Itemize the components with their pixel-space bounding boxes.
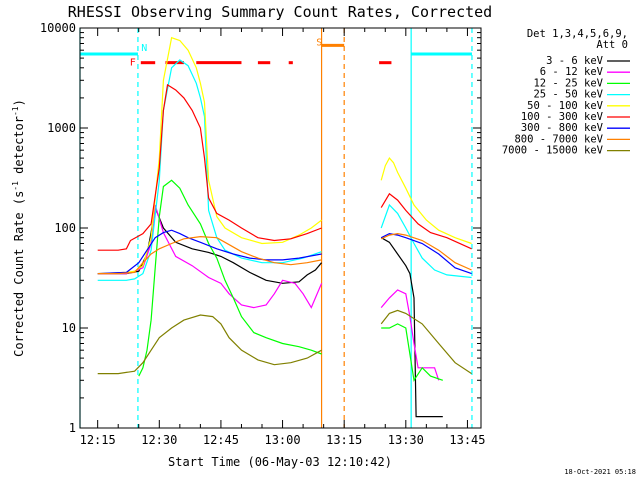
- flag-label-s: S: [316, 37, 322, 48]
- timestamp: 18-Oct-2021 05:18: [564, 468, 636, 476]
- x-tick-label-6: 13:45: [449, 433, 485, 447]
- x-tick-label-3: 13:00: [264, 433, 300, 447]
- x-tick-label-4: 13:15: [326, 433, 362, 447]
- y-axis-label: Corrected Count Rate (s-1 detector-1): [11, 99, 26, 357]
- legend-label-8: 7000 - 15000 keV: [502, 145, 604, 157]
- legend-label-7: 800 - 7000 keV: [514, 133, 603, 145]
- flag-label-n: N: [141, 43, 147, 54]
- legend-label-0: 3 - 6 keV: [546, 55, 604, 67]
- y-tick-label-0: 1: [69, 421, 76, 435]
- series-line-5: [97, 83, 472, 251]
- legend-label-2: 12 - 25 keV: [533, 77, 603, 89]
- chart-title: RHESSI Observing Summary Count Rates, Co…: [68, 3, 492, 21]
- x-tick-label-5: 13:30: [388, 433, 424, 447]
- legend-label-4: 50 - 100 keV: [527, 100, 604, 112]
- series-line-3: [97, 59, 472, 281]
- series-line-2: [138, 179, 443, 382]
- legend-header-1: Att 0: [596, 39, 628, 51]
- x-tick-label-1: 12:30: [141, 433, 177, 447]
- y-tick-label-4: 10000: [40, 21, 76, 35]
- series-line-8: [97, 309, 472, 375]
- y-tick-label-3: 1000: [47, 121, 76, 135]
- series-line-1: [97, 204, 440, 381]
- legend-header-0: Det 1,3,4,5,6,9,: [527, 28, 628, 40]
- x-tick-label-0: 12:15: [80, 433, 116, 447]
- legend-label-1: 6 - 12 keV: [540, 66, 604, 78]
- legend-label-6: 300 - 800 keV: [521, 122, 604, 134]
- y-tick-label-2: 100: [54, 221, 76, 235]
- series-line-7: [97, 232, 472, 275]
- x-tick-label-2: 12:45: [203, 433, 239, 447]
- series-line-4: [97, 36, 472, 275]
- legend-label-3: 25 - 50 keV: [533, 89, 603, 101]
- x-axis-label: Start Time (06-May-03 12:10:42): [168, 455, 392, 469]
- axis-ticks: 1 10 100 1000 10000 12:15 12:30 12:45 13:00 13:15…: [40, 21, 486, 447]
- y-tick-label-1: 10: [62, 321, 76, 335]
- flag-label-f: F: [130, 58, 136, 69]
- plot-area: NF S: [79, 28, 473, 428]
- legend-label-5: 100 - 300 keV: [521, 111, 604, 123]
